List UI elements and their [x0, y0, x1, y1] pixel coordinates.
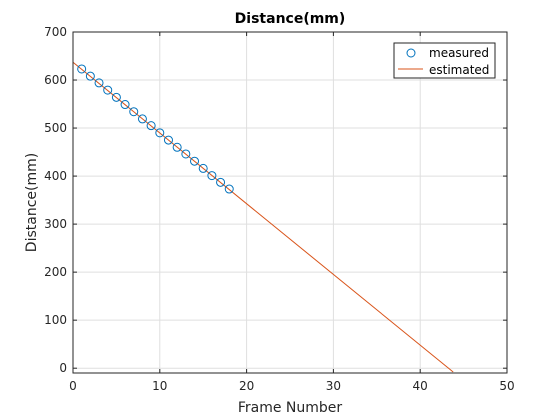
chart-title: Distance(mm) — [235, 11, 346, 27]
measured-point — [163, 135, 173, 145]
measured-point — [216, 177, 226, 187]
legend-label-measured: measured — [429, 46, 489, 60]
measured-point — [190, 156, 200, 166]
y-axis-label: Distance(mm) — [24, 153, 40, 252]
y-tick-label: 300 — [44, 217, 67, 231]
measured-point — [94, 78, 104, 88]
y-tick-label: 200 — [44, 265, 67, 279]
legend-marker-measured — [406, 48, 416, 58]
measured-point — [129, 107, 139, 117]
plot-border — [72, 31, 508, 374]
x-tick-label: 20 — [239, 379, 254, 393]
legend: measured estimated — [393, 42, 496, 79]
x-tick-label: 0 — [69, 379, 77, 393]
measured-point — [137, 114, 147, 124]
series-layer — [72, 61, 454, 373]
measured-point — [172, 142, 182, 152]
measured-point — [207, 171, 217, 181]
x-tick-label: 40 — [413, 379, 428, 393]
y-tick-label: 100 — [44, 313, 67, 327]
measured-point — [155, 128, 165, 138]
legend-label-estimated: estimated — [429, 63, 489, 77]
x-tick-label: 30 — [326, 379, 341, 393]
x-tick-label: 10 — [152, 379, 167, 393]
y-tick-label: 600 — [44, 73, 67, 87]
measured-point — [224, 184, 234, 194]
y-tick-label: 700 — [44, 25, 67, 39]
y-tick-label: 0 — [59, 361, 67, 375]
measured-point — [146, 121, 156, 131]
measured-point — [120, 100, 130, 110]
measured-point — [181, 149, 191, 159]
x-tick-label: 50 — [499, 379, 514, 393]
measured-point — [103, 85, 113, 95]
measured-point — [85, 71, 95, 81]
estimated-line — [72, 61, 454, 373]
measured-point — [198, 163, 208, 173]
y-tick-label: 400 — [44, 169, 67, 183]
plot-area — [73, 32, 507, 373]
y-tick-label: 500 — [44, 121, 67, 135]
measured-point — [111, 92, 121, 102]
measured-point — [77, 64, 87, 74]
x-axis-label: Frame Number — [238, 400, 343, 416]
